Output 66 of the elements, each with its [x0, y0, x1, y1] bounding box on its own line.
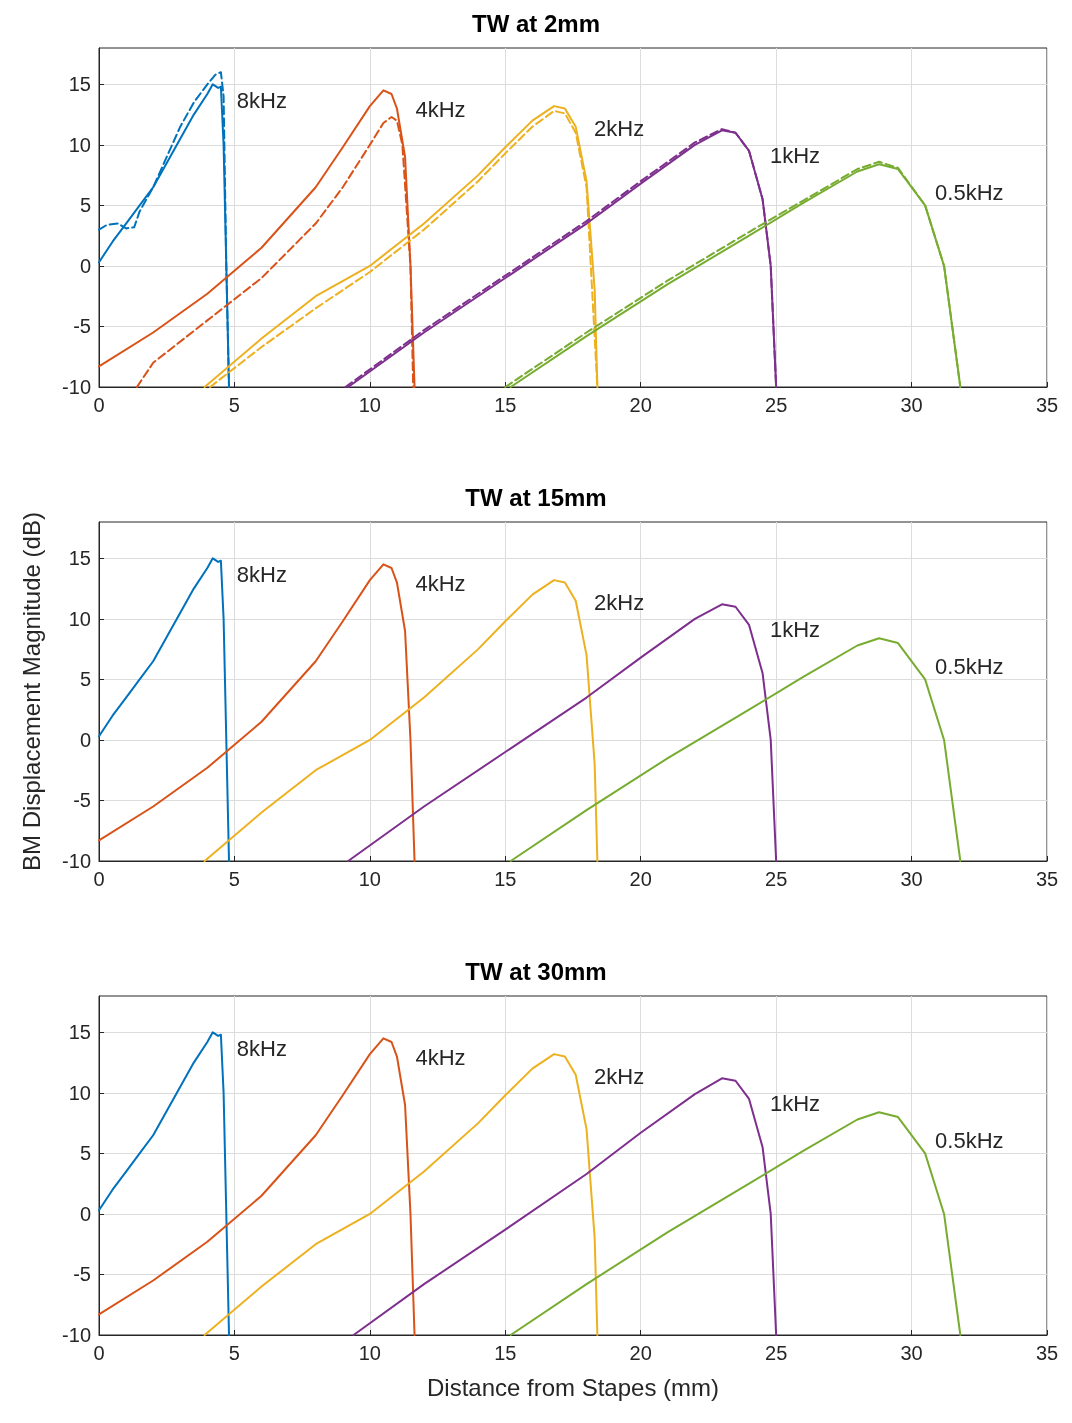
y-axis-title: BM Displacement Magnitude (dB) [17, 512, 45, 871]
annotation: 1kHz [769, 616, 821, 642]
x-tick-label: 5 [228, 868, 240, 890]
chart-title: TW at 15mm [465, 483, 607, 511]
annotation: 2kHz [594, 115, 645, 141]
x-tick-label: 25 [765, 394, 788, 416]
x-tick-label: 0 [93, 868, 105, 890]
x-tick-label: 25 [765, 1342, 788, 1364]
y-tick-label: 10 [68, 607, 91, 630]
y-tick-label: -5 [73, 315, 91, 338]
y-tick-label: 0 [79, 728, 91, 751]
x-tick-label: 20 [629, 394, 652, 416]
y-tick-label: 5 [79, 668, 91, 691]
x-tick-label: 15 [494, 868, 517, 890]
y-tick-label: -10 [62, 376, 91, 398]
y-tick-label: -10 [62, 850, 91, 872]
y-tick-label: 10 [68, 133, 91, 156]
y-tick-label: 5 [79, 1142, 91, 1165]
annotation: 0.5kHz [935, 1127, 1004, 1153]
x-tick-label: 30 [900, 1342, 923, 1364]
y-tick-label: 15 [68, 547, 91, 570]
annotation: 0.5kHz [935, 653, 1004, 679]
line-series [98, 1037, 416, 1336]
annotation: 0.5kHz [935, 179, 1004, 205]
chart-title: TW at 30mm [465, 957, 607, 985]
annotation: 4kHz [415, 570, 466, 596]
x-tick-label: 20 [629, 1342, 652, 1364]
annotation: 4kHz [415, 1044, 466, 1070]
x-tick-label: 20 [629, 868, 652, 890]
y-tick-label: -10 [62, 1324, 91, 1346]
x-tick-label: 35 [1035, 394, 1059, 416]
y-tick-label: 15 [68, 73, 91, 96]
annotation: 8kHz [236, 1035, 287, 1061]
y-tick-label: 0 [79, 254, 91, 277]
x-tick-label: 35 [1035, 1342, 1059, 1364]
y-tick-label: 15 [68, 1021, 91, 1044]
x-tick-label: 35 [1035, 868, 1059, 890]
annotation: 8kHz [236, 561, 287, 587]
annotation: 1kHz [769, 142, 821, 168]
x-tick-label: 15 [494, 394, 517, 416]
annotation: 2kHz [594, 589, 645, 615]
annotation: 2kHz [594, 1063, 645, 1089]
y-tick-label: 5 [79, 194, 91, 217]
x-tick-label: 10 [358, 1342, 381, 1364]
x-tick-label: 25 [765, 868, 788, 890]
x-tick-label: 10 [358, 394, 381, 416]
y-tick-label: -5 [73, 1263, 91, 1286]
x-tick-label: 30 [900, 868, 923, 890]
y-tick-label: 0 [79, 1202, 91, 1225]
x-tick-label: 5 [228, 1342, 240, 1364]
x-tick-label: 0 [93, 394, 105, 416]
line-series [98, 1031, 231, 1336]
line-series [98, 563, 416, 862]
x-tick-label: 5 [228, 394, 240, 416]
y-tick-label: 10 [68, 1081, 91, 1104]
annotation: 4kHz [415, 96, 466, 122]
annotation: 1kHz [769, 1090, 821, 1116]
x-tick-label: 30 [900, 394, 923, 416]
chart-title: TW at 2mm [471, 9, 601, 37]
x-tick-label: 10 [358, 868, 381, 890]
y-tick-label: -5 [73, 789, 91, 812]
annotation: 8kHz [236, 87, 287, 113]
x-axis-title: Distance from Stapes (mm) [426, 1373, 720, 1401]
x-tick-label: 15 [494, 1342, 517, 1364]
line-series [98, 557, 231, 862]
x-tick-label: 0 [93, 1342, 105, 1364]
